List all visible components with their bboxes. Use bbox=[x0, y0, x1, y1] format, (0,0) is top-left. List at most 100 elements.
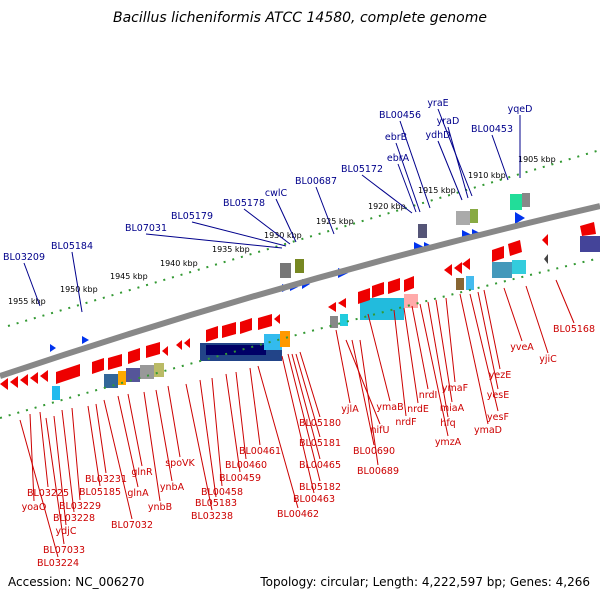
forward-leader-line bbox=[23, 262, 41, 307]
reverse-leader-line bbox=[29, 413, 35, 502]
reverse-leader-line bbox=[287, 353, 321, 482]
forward-gene-label: BL05184 bbox=[51, 241, 93, 252]
reverse-gene-label: yezE bbox=[489, 370, 511, 381]
gene-block bbox=[104, 374, 118, 388]
reverse-leader-line bbox=[477, 291, 499, 390]
reverse-arrow bbox=[108, 354, 122, 370]
forward-gene-label: ebrA bbox=[387, 153, 410, 164]
reverse-leader-line bbox=[235, 371, 247, 460]
reverse-leader-line bbox=[393, 309, 407, 417]
forward-leader-lines bbox=[23, 108, 521, 313]
reverse-arrow bbox=[128, 348, 140, 364]
reverse-gene-label: BL00463 bbox=[293, 494, 335, 505]
forward-leader-line bbox=[437, 140, 463, 201]
reverse-gene-label: ymzA bbox=[435, 437, 462, 448]
reverse-leader-line bbox=[281, 355, 315, 494]
reverse-gene-label: nrdF bbox=[395, 417, 416, 428]
gene-block bbox=[492, 262, 512, 278]
kbp-tick-label: 1915 kbp bbox=[418, 186, 456, 195]
reverse-gene-label: BL05182 bbox=[299, 482, 341, 493]
forward-arrow bbox=[82, 336, 89, 344]
reverse-arrow bbox=[492, 246, 504, 262]
gene-block bbox=[52, 386, 60, 400]
reverse-gene-label: glnR bbox=[131, 467, 153, 478]
reverse-arrow bbox=[56, 368, 68, 384]
reverse-gene-label: BL03229 bbox=[59, 501, 101, 512]
forward-gene-label: BL07031 bbox=[125, 223, 167, 234]
reverse-leader-line bbox=[555, 279, 575, 324]
reverse-gene-label: nrdI bbox=[419, 390, 438, 401]
reverse-gene-label: BL03225 bbox=[27, 488, 69, 499]
forward-gene-labels: yqeD yraE yraD ydhD BL00453 BL00456 ebrB ebrA BL… bbox=[3, 98, 532, 263]
reverse-arrow bbox=[10, 376, 18, 388]
reverse-gene-label: BL03224 bbox=[37, 558, 79, 569]
reverse-gene-label: BL05185 bbox=[79, 487, 121, 498]
forward-leader-line bbox=[275, 198, 297, 243]
reverse-leader-line bbox=[295, 353, 321, 438]
reverse-gene-label: ymaD bbox=[474, 425, 502, 436]
reverse-leader-line bbox=[117, 395, 139, 488]
reverse-arrow bbox=[68, 364, 80, 380]
reverse-gene-label: yesE bbox=[487, 390, 509, 401]
forward-arrow bbox=[50, 344, 56, 352]
reverse-arrow bbox=[30, 372, 38, 384]
reverse-gene-label: BL03231 bbox=[85, 474, 127, 485]
reverse-gene-label: BL00459 bbox=[219, 473, 261, 484]
reverse-arrow bbox=[544, 254, 548, 264]
forward-gene-label: BL03209 bbox=[3, 252, 45, 263]
reverse-gene-label: yoaO bbox=[22, 502, 47, 513]
forward-leader-line bbox=[491, 134, 509, 181]
reverse-leader-line bbox=[503, 287, 523, 342]
reverse-arrow bbox=[92, 358, 104, 374]
forward-gene-label: BL00687 bbox=[295, 176, 337, 187]
reverse-arrow bbox=[146, 342, 160, 358]
reverse-arrow bbox=[0, 378, 8, 390]
gene-block bbox=[295, 259, 304, 273]
reverse-arrow bbox=[176, 340, 182, 350]
gene-block bbox=[330, 316, 338, 328]
reverse-arrow bbox=[580, 222, 596, 236]
gene-block bbox=[118, 371, 126, 385]
gene-block bbox=[580, 236, 600, 252]
reverse-arrow bbox=[542, 234, 548, 246]
reverse-gene-label: nrdE bbox=[407, 404, 429, 415]
reverse-gene-label: BL00458 bbox=[201, 487, 243, 498]
reverse-arrow bbox=[454, 262, 462, 274]
gene-block bbox=[264, 334, 282, 350]
reverse-gene-label: ymaF bbox=[442, 383, 468, 394]
reverse-arrow bbox=[444, 264, 452, 276]
reverse-leader-line bbox=[411, 305, 429, 390]
reverse-arrow bbox=[258, 314, 272, 330]
forward-gene-label: BL00456 bbox=[379, 110, 421, 121]
reverse-arrow bbox=[206, 326, 218, 342]
kbp-tick-label: 1925 kbp bbox=[316, 217, 354, 226]
reverse-gene-label: BL00460 bbox=[225, 460, 267, 471]
reverse-leader-line bbox=[19, 419, 59, 558]
reverse-gene-label: BL05180 bbox=[299, 418, 341, 429]
reverse-arrow bbox=[372, 282, 384, 298]
reverse-gene-label: spoVK bbox=[165, 458, 195, 469]
forward-leader-line bbox=[447, 126, 469, 199]
reverse-leader-line bbox=[351, 339, 375, 446]
reverse-leader-line bbox=[61, 409, 75, 513]
forward-leader-line bbox=[71, 251, 83, 313]
forward-leader-line bbox=[399, 120, 431, 209]
reverse-leader-line bbox=[211, 377, 223, 487]
reverse-leader-line bbox=[257, 365, 299, 509]
reverse-leader-line bbox=[95, 403, 107, 474]
reverse-gene-label: ynbB bbox=[148, 502, 172, 513]
gene-block bbox=[456, 278, 464, 290]
reverse-gene-label: BL05168 bbox=[553, 324, 595, 335]
reverse-gene-labels: BL05168 yjiC yveA yezE yesE yesF ymaD ymaF miaA h… bbox=[22, 324, 595, 569]
reverse-leader-line bbox=[225, 373, 241, 473]
reverse-leader-line bbox=[299, 351, 321, 418]
gene-block bbox=[418, 224, 427, 238]
reverse-leader-line bbox=[87, 405, 101, 487]
forward-gene-label: yqeD bbox=[508, 104, 533, 115]
forward-leader-line bbox=[243, 208, 291, 245]
reverse-leader-line bbox=[525, 285, 549, 354]
reverse-leader-line bbox=[469, 293, 499, 412]
genome-backbone bbox=[0, 203, 600, 379]
reverse-leader-line bbox=[427, 301, 449, 418]
forward-leader-line bbox=[191, 221, 287, 247]
